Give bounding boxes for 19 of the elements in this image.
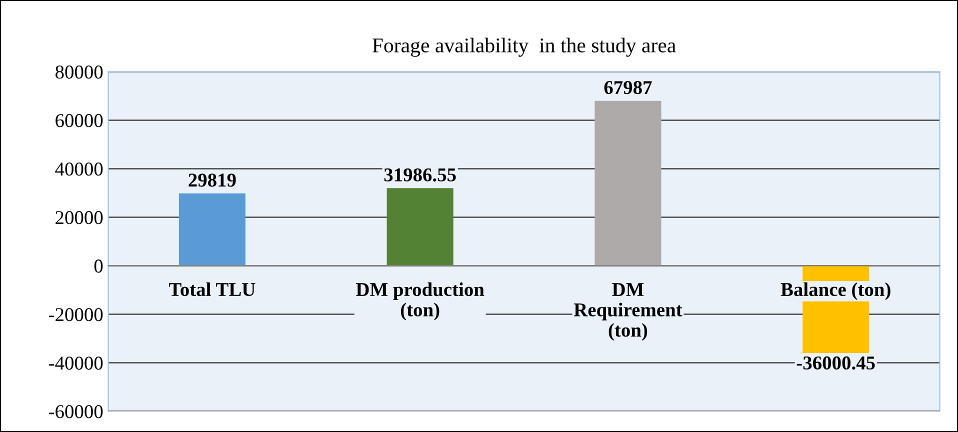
x-tick-label: Balance (ton) xyxy=(780,282,890,300)
bar xyxy=(386,188,454,266)
data-label: 29819 xyxy=(188,174,236,187)
y-tick-label: 40000 xyxy=(55,162,103,176)
y-tick-label: 0 xyxy=(94,260,103,273)
data-label: 31986.55 xyxy=(384,168,456,182)
y-tick-label: 60000 xyxy=(56,114,103,128)
chart-title: Forage availability in the study area xyxy=(372,38,676,57)
data-label: -36000.45 xyxy=(796,356,875,370)
y-tick-label: -40000 xyxy=(49,356,103,370)
x-tick-label: Total TLU xyxy=(168,282,256,296)
x-tick-label: DM production (ton) xyxy=(356,282,484,320)
x-tick-label: DM Requirement (ton) xyxy=(574,283,682,341)
y-tick-label: -20000 xyxy=(49,308,103,322)
bar xyxy=(594,100,662,266)
y-tick-label: 80000 xyxy=(56,66,103,79)
data-label: 67987 xyxy=(604,81,652,94)
y-tick-label: -60000 xyxy=(49,405,103,418)
y-tick-label: 20000 xyxy=(56,211,103,224)
